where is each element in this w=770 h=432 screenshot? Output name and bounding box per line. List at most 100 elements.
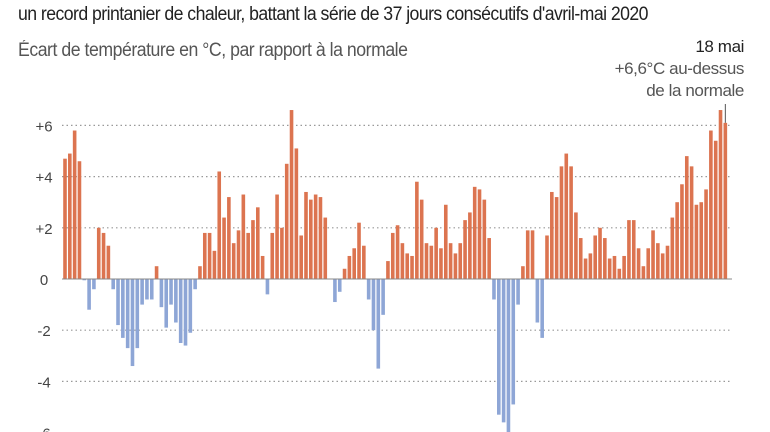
bar — [318, 197, 323, 279]
bar — [207, 232, 212, 279]
bar — [376, 279, 381, 369]
bar — [121, 279, 125, 338]
bar — [468, 212, 472, 279]
bar — [241, 194, 246, 279]
bar — [651, 230, 655, 279]
bar — [636, 248, 641, 279]
bar — [699, 202, 704, 279]
bar — [709, 130, 713, 279]
bar — [386, 261, 390, 279]
bar — [439, 248, 443, 279]
bar — [68, 153, 72, 279]
bar — [275, 194, 279, 279]
bar — [198, 266, 202, 279]
bar — [323, 217, 328, 279]
annotation: 18 mai +6,6°C au-dessus de la normale — [615, 36, 745, 102]
bar — [222, 217, 226, 279]
bar — [603, 238, 607, 279]
bar — [111, 279, 115, 290]
y-tick-label: +6 — [35, 118, 52, 135]
bar — [227, 197, 231, 279]
bar — [299, 235, 303, 279]
bar — [96, 227, 101, 279]
bar — [631, 220, 636, 279]
bar — [684, 156, 689, 279]
bar — [164, 279, 169, 328]
y-tick-label: -4 — [37, 374, 50, 391]
bar — [284, 163, 289, 279]
bar — [588, 253, 593, 279]
bar — [713, 140, 718, 279]
bar — [256, 207, 260, 279]
y-tick-label: +2 — [35, 221, 52, 238]
bar — [125, 279, 130, 349]
bar — [106, 245, 111, 279]
bar — [665, 245, 670, 279]
bar — [689, 166, 694, 279]
bar — [660, 253, 665, 279]
bar — [540, 279, 544, 338]
bar — [231, 243, 236, 279]
bar — [477, 189, 482, 279]
bar — [178, 279, 183, 343]
bar — [371, 279, 376, 331]
bar — [92, 279, 96, 290]
bar — [521, 266, 525, 279]
bar — [718, 110, 723, 279]
bar — [63, 158, 67, 279]
bar — [559, 166, 564, 279]
y-tick-label: -6 — [37, 426, 50, 432]
y-tick-label: 0 — [40, 272, 48, 289]
bar — [530, 230, 535, 279]
bar — [424, 243, 429, 279]
bar — [347, 255, 352, 279]
bar — [670, 217, 675, 279]
bar — [101, 232, 106, 279]
annotation-date: 18 mai — [695, 37, 744, 56]
bar — [516, 279, 520, 305]
bar — [260, 255, 265, 279]
bar — [415, 181, 419, 279]
bar — [395, 225, 400, 279]
bar — [309, 199, 313, 279]
bar — [169, 279, 173, 305]
bar — [482, 199, 487, 279]
bar — [333, 279, 337, 303]
bar — [270, 232, 275, 279]
bar — [87, 279, 91, 310]
bar — [294, 148, 299, 279]
bar — [704, 189, 708, 279]
bar — [159, 279, 164, 308]
bar — [405, 253, 410, 279]
bar — [140, 279, 144, 305]
bar — [313, 194, 318, 279]
bar — [583, 258, 588, 279]
bar — [212, 250, 217, 279]
bar — [400, 243, 405, 279]
bar — [154, 266, 159, 279]
bar — [622, 255, 626, 279]
bar — [183, 279, 188, 346]
bar — [357, 222, 361, 279]
bar — [265, 279, 270, 295]
bar — [554, 197, 559, 279]
bar — [675, 202, 679, 279]
y-tick-label: +4 — [35, 170, 52, 187]
bar — [174, 279, 178, 323]
chart-title: un record printanier de chaleur, battant… — [18, 4, 648, 25]
bar — [246, 232, 250, 279]
bar — [574, 212, 578, 279]
bar — [694, 204, 699, 279]
bar — [545, 235, 549, 279]
bar — [492, 279, 496, 300]
bar — [511, 279, 516, 405]
y-tick-label: -2 — [37, 323, 50, 340]
bar — [550, 191, 554, 279]
bar — [410, 255, 414, 279]
bar — [236, 230, 241, 279]
bar — [593, 235, 597, 279]
bar — [434, 227, 438, 279]
bar — [366, 279, 371, 300]
bar — [217, 171, 222, 279]
